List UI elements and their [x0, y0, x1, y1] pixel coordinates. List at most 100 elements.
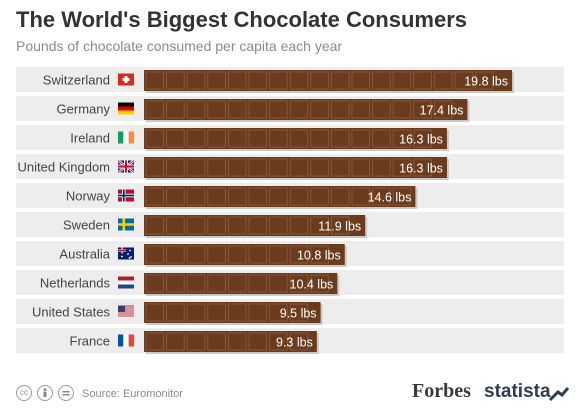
chocolate-piece	[413, 158, 432, 177]
flag-australia-icon	[118, 247, 134, 260]
chocolate-bar: 17.4 lbs	[144, 99, 470, 122]
bar-rect	[144, 273, 338, 294]
bar-row: Sweden 11.9 lbs	[16, 212, 564, 238]
bar-rect	[144, 157, 447, 178]
chocolate-piece	[186, 274, 206, 293]
chocolate-piece	[207, 100, 226, 119]
chocolate-piece	[269, 71, 288, 90]
chocolate-piece	[289, 129, 309, 148]
bar-row: France 9.3 lbs	[16, 328, 564, 354]
chocolate-piece	[269, 332, 288, 351]
chocolate-piece	[145, 158, 165, 177]
chart-title: The World's Biggest Chocolate Consumers	[16, 7, 467, 32]
value-label: 10.4 lbs	[290, 278, 334, 292]
bar-row: United States 9.5 lbs	[16, 299, 564, 325]
bar-row: Netherlands 10.4 lbs	[16, 270, 564, 296]
value-label: 16.3 lbs	[399, 133, 443, 147]
chocolate-piece	[145, 71, 165, 90]
chocolate-bar: 19.8 lbs	[144, 70, 514, 93]
flag-united-kingdom-icon	[117, 159, 135, 174]
chocolate-piece	[372, 100, 391, 119]
chocolate-piece	[186, 332, 206, 351]
category-label: Ireland	[70, 131, 110, 146]
chocolate-piece	[207, 187, 226, 206]
chocolate-piece	[392, 100, 412, 119]
chocolate-piece	[166, 100, 185, 119]
chart-subtitle: Pounds of chocolate consumed per capita …	[16, 38, 343, 54]
value-label: 17.4 lbs	[420, 104, 464, 118]
chocolate-piece	[269, 187, 288, 206]
flag-switzerland-icon	[118, 73, 134, 86]
chocolate-piece	[227, 216, 247, 235]
category-label: Sweden	[63, 218, 110, 233]
chocolate-piece	[310, 158, 329, 177]
chocolate-bar: 14.6 lbs	[144, 186, 418, 209]
value-label: 9.3 lbs	[276, 336, 313, 350]
chocolate-piece	[186, 158, 206, 177]
bar-rect	[144, 186, 416, 207]
flag-netherlands-icon	[118, 276, 134, 289]
chocolate-piece	[166, 303, 185, 322]
chocolate-piece	[330, 100, 350, 119]
chocolate-piece	[145, 100, 165, 119]
bar-rect	[144, 302, 321, 323]
chocolate-piece	[289, 71, 309, 90]
statista-logo: statista	[484, 381, 551, 402]
chocolate-piece	[269, 245, 288, 264]
chocolate-piece	[248, 303, 268, 322]
value-label: 19.8 lbs	[464, 75, 508, 89]
chocolate-piece	[227, 187, 247, 206]
chocolate-bar: 16.3 lbs	[144, 128, 449, 151]
chocolate-piece	[289, 332, 309, 351]
chocolate-piece	[433, 100, 453, 119]
chocolate-piece	[186, 245, 206, 264]
chocolate-piece	[207, 129, 226, 148]
chocolate-piece	[248, 158, 268, 177]
chocolate-piece	[145, 303, 165, 322]
chocolate-piece	[166, 158, 185, 177]
category-label: Germany	[57, 102, 111, 117]
chocolate-bar: 9.5 lbs	[144, 302, 323, 325]
chocolate-bar: 10.8 lbs	[144, 244, 347, 267]
value-label: 16.3 lbs	[399, 162, 443, 176]
chocolate-piece	[269, 129, 288, 148]
chocolate-piece	[186, 71, 206, 90]
bar-row: Norway 14.6 lbs	[16, 183, 564, 209]
chocolate-piece	[186, 216, 206, 235]
chocolate-piece	[166, 71, 185, 90]
bar-row: Australia 10.8 lbs	[16, 241, 564, 267]
no-derivatives-icon	[58, 385, 74, 401]
chocolate-piece	[269, 158, 288, 177]
chocolate-piece	[248, 100, 268, 119]
chocolate-piece	[207, 274, 226, 293]
chocolate-piece	[372, 187, 391, 206]
bar-rect	[144, 99, 468, 120]
flag-ireland-icon	[118, 131, 135, 144]
category-label: Netherlands	[40, 276, 111, 291]
chocolate-piece	[227, 71, 247, 90]
chocolate-piece	[166, 216, 185, 235]
bar-rect	[144, 128, 447, 149]
chocolate-piece	[372, 158, 391, 177]
chocolate-piece	[351, 158, 371, 177]
chocolate-piece	[330, 71, 350, 90]
chocolate-piece	[310, 216, 329, 235]
chocolate-piece	[207, 332, 226, 351]
chocolate-piece	[166, 332, 185, 351]
chocolate-piece	[248, 245, 268, 264]
chocolate-piece	[145, 274, 165, 293]
chocolate-piece	[227, 303, 247, 322]
chocolate-piece	[207, 303, 226, 322]
chocolate-piece	[207, 158, 226, 177]
chocolate-piece	[392, 187, 412, 206]
bar-row: Switzerland 19.8 lbs	[16, 67, 564, 93]
chocolate-piece	[289, 100, 309, 119]
chocolate-piece	[248, 129, 268, 148]
category-label: United Kingdom	[18, 160, 111, 175]
chocolate-piece	[269, 100, 288, 119]
chocolate-piece	[145, 216, 165, 235]
category-label: Norway	[66, 189, 111, 204]
chocolate-piece	[413, 100, 432, 119]
category-label: United States	[32, 305, 111, 320]
chocolate-piece	[310, 71, 329, 90]
